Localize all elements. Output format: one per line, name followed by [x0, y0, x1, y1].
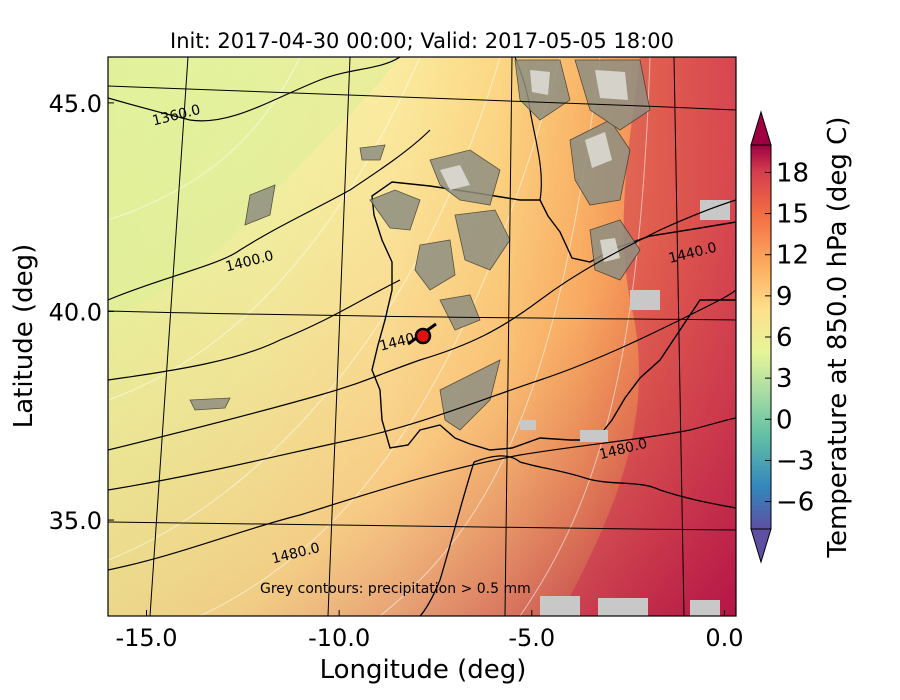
plot-frame	[107, 56, 737, 617]
colorbar-extend-top	[750, 110, 772, 146]
colorbar-tick-label: 18	[776, 158, 809, 188]
colorbar-ticks: −6 −3 0 3 6 9 12 15 18	[765, 158, 814, 518]
cool-air-region	[108, 57, 400, 320]
y-tick-label: 35.0	[49, 507, 102, 535]
x-tick-label: -10.0	[308, 624, 370, 652]
location-marker[interactable]	[407, 322, 437, 346]
colorbar-tick-label: 12	[776, 241, 809, 271]
x-axis: -15.0 -10.0 -5.0 0.0	[115, 610, 744, 652]
colorbar-extend-bottom	[750, 528, 772, 564]
colorbar-tick-label: −3	[776, 446, 814, 476]
colorbar: −6 −3 0 3 6 9 12 15 18 Temperature at 850.0 hPa …	[750, 110, 853, 564]
precipitation-highlights	[440, 70, 628, 262]
colorbar-tick-label: 15	[776, 200, 809, 230]
y-tick-label: 40.0	[49, 298, 102, 326]
africa-coastline-west	[419, 461, 475, 616]
x-axis-label: Longitude (deg)	[320, 655, 527, 685]
colorbar-tick-label: −6	[776, 488, 814, 518]
x-tick-label: -15.0	[115, 624, 177, 652]
colorbar-tick-label: 0	[776, 405, 793, 435]
y-tick-label: 45.0	[49, 90, 102, 118]
marker-dot	[414, 327, 432, 345]
x-tick-label: 0.0	[705, 624, 743, 652]
y-axis-label: Latitude (deg)	[9, 244, 39, 429]
warm-air-region	[560, 57, 736, 616]
colorbar-tick-label: 3	[776, 364, 793, 394]
precipitation-patches-south	[520, 200, 730, 616]
precipitation-note: Grey contours: precipitation > 0.5 mm	[260, 581, 531, 597]
colorbar-label: Temperature at 850.0 hPa (deg C)	[823, 117, 853, 559]
plot-title: Init: 2017-04-30 00:00; Valid: 2017-05-0…	[170, 29, 674, 53]
y-axis: 45.0 40.0 35.0	[49, 90, 114, 535]
colorbar-tick-label: 6	[776, 323, 793, 353]
colorbar-tick-label: 9	[776, 282, 793, 312]
x-tick-label: -5.0	[508, 624, 555, 652]
